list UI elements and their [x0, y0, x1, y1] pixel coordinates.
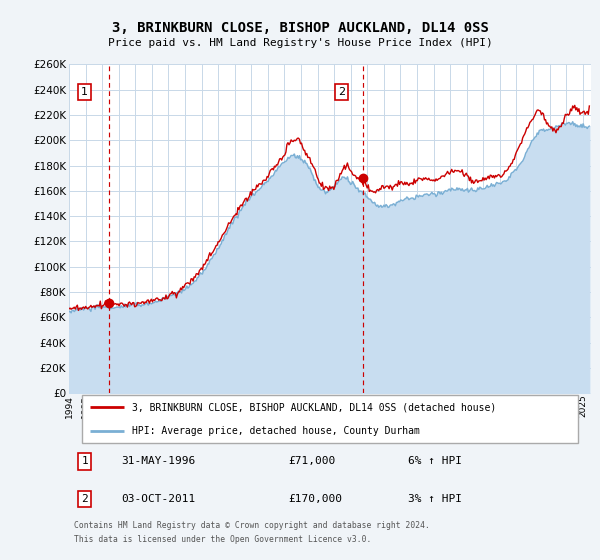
FancyBboxPatch shape: [82, 395, 578, 442]
Text: £170,000: £170,000: [288, 494, 342, 504]
Text: 3, BRINKBURN CLOSE, BISHOP AUCKLAND, DL14 0SS (detached house): 3, BRINKBURN CLOSE, BISHOP AUCKLAND, DL1…: [131, 402, 496, 412]
Text: 31-MAY-1996: 31-MAY-1996: [121, 456, 196, 466]
Text: 3, BRINKBURN CLOSE, BISHOP AUCKLAND, DL14 0SS: 3, BRINKBURN CLOSE, BISHOP AUCKLAND, DL1…: [112, 21, 488, 35]
Text: Contains HM Land Registry data © Crown copyright and database right 2024.
This d: Contains HM Land Registry data © Crown c…: [74, 521, 430, 544]
Text: Price paid vs. HM Land Registry's House Price Index (HPI): Price paid vs. HM Land Registry's House …: [107, 38, 493, 48]
Text: 3% ↑ HPI: 3% ↑ HPI: [409, 494, 463, 504]
Text: 03-OCT-2011: 03-OCT-2011: [121, 494, 196, 504]
Text: £71,000: £71,000: [288, 456, 335, 466]
Text: HPI: Average price, detached house, County Durham: HPI: Average price, detached house, Coun…: [131, 426, 419, 436]
Text: 6% ↑ HPI: 6% ↑ HPI: [409, 456, 463, 466]
Text: 1: 1: [81, 456, 88, 466]
Text: 1: 1: [81, 87, 88, 97]
Text: 2: 2: [338, 87, 345, 97]
Text: 2: 2: [81, 494, 88, 504]
